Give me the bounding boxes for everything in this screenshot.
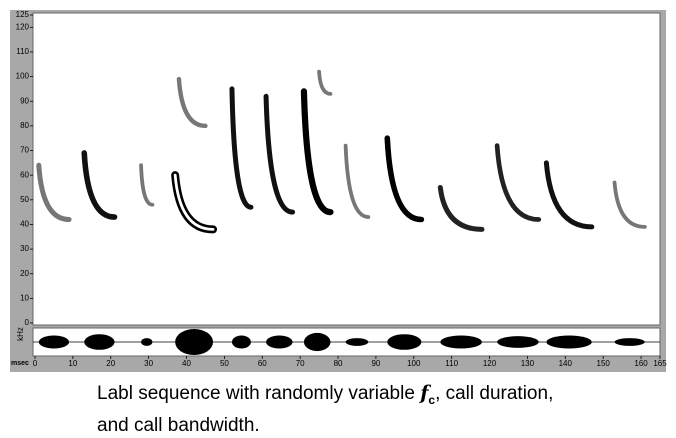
chart: kHz msec 0102030405060708090100110120125… (10, 10, 667, 372)
x-tick-label: 160 (634, 359, 648, 368)
y-tick-label: 60 (20, 170, 29, 179)
envelope (303, 332, 331, 352)
envelope (614, 338, 645, 346)
x-tick-label: 110 (445, 359, 458, 368)
y-tick-label: 40 (20, 220, 29, 229)
call (300, 88, 334, 216)
x-tick-label: 165 (653, 359, 667, 368)
y-axis-label: kHz (16, 327, 25, 341)
x-tick-label: 10 (68, 359, 77, 368)
envelope (266, 335, 293, 349)
x-tick-label: 70 (296, 359, 305, 368)
y-tick-label: 20 (20, 269, 29, 278)
y-tick-label: 50 (20, 195, 29, 204)
y-tick-label: 90 (20, 96, 29, 105)
y-tick-label: 10 (20, 293, 29, 302)
envelope (141, 338, 153, 346)
call-core (173, 173, 215, 231)
x-tick-label: 100 (407, 359, 421, 368)
x-tick-label: 20 (106, 359, 115, 368)
x-axis-label: msec (11, 360, 29, 367)
call (36, 162, 72, 223)
call (317, 69, 333, 96)
y-tick-label: 30 (20, 244, 29, 253)
call (343, 143, 371, 219)
x-tick-label: 120 (483, 359, 497, 368)
envelope (231, 335, 251, 349)
y-tick-label: 0 (25, 318, 30, 327)
call (543, 160, 595, 230)
call (229, 86, 254, 210)
caption-symbol: f (420, 382, 429, 404)
x-tick-label: 60 (258, 359, 267, 368)
call (494, 143, 542, 222)
envelope (345, 338, 369, 346)
caption-subscript: c (428, 392, 436, 407)
y-tick-label: 120 (16, 22, 30, 31)
envelope (178, 336, 206, 348)
x-tick-label: 140 (559, 359, 573, 368)
caption-text: , call duration, and call bandwidth. (97, 383, 554, 436)
x-tick-label: 150 (597, 359, 611, 368)
caption-text: Labl sequence with randomly variable (97, 383, 421, 404)
call (176, 76, 208, 129)
call (81, 150, 118, 220)
call (612, 180, 647, 229)
envelope (84, 334, 115, 350)
y-tick-label: 70 (20, 146, 29, 155)
call (384, 135, 425, 223)
envelope (387, 334, 422, 350)
y-tick-label: 80 (20, 121, 29, 130)
y-tick-label: 110 (16, 47, 29, 56)
x-tick-label: 50 (220, 359, 229, 368)
y-tick-label: 100 (16, 72, 30, 81)
call (263, 93, 296, 215)
x-tick-label: 0 (33, 359, 38, 368)
caption: Labl sequence with randomly variable fc,… (97, 381, 587, 438)
x-tick-label: 130 (521, 359, 535, 368)
y-tick-label: 125 (16, 10, 30, 19)
envelope (440, 335, 482, 349)
envelope (38, 335, 70, 349)
envelope (497, 336, 539, 348)
x-tick-label: 80 (334, 359, 343, 368)
x-tick-label: 90 (371, 359, 380, 368)
envelope (319, 338, 331, 346)
envelope (546, 335, 592, 349)
call (139, 163, 155, 207)
x-tick-label: 30 (144, 359, 153, 368)
call (437, 184, 485, 232)
x-tick-label: 40 (182, 359, 191, 368)
